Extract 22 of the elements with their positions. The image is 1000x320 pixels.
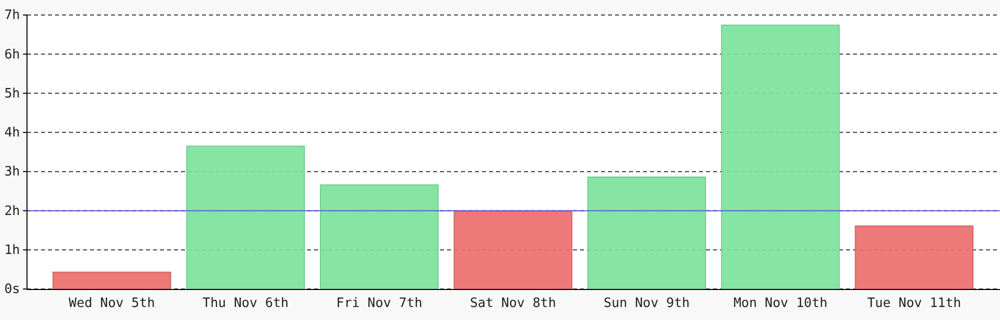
x-tick-label: Tue Nov 11th bbox=[867, 296, 962, 312]
bar bbox=[52, 272, 172, 290]
y-tick-label: 6h bbox=[4, 47, 20, 62]
x-tick-label: Sun Nov 9th bbox=[604, 296, 690, 312]
bar bbox=[587, 176, 706, 290]
x-tick-label: Thu Nov 6th bbox=[202, 296, 289, 312]
y-tick-label: 3h bbox=[4, 164, 20, 180]
bar bbox=[320, 184, 439, 290]
x-tick-label: Mon Nov 10th bbox=[733, 296, 828, 312]
x-tick-label: Wed Nov 5th bbox=[68, 296, 155, 312]
y-tick-label: 7h bbox=[4, 8, 20, 24]
y-tick-label: 4h bbox=[4, 126, 20, 141]
x-tick-label: Fri Nov 7th bbox=[336, 296, 422, 312]
bar bbox=[186, 146, 305, 290]
x-tick-label: Sat Nov 8th bbox=[470, 296, 556, 312]
y-tick-label: 5h bbox=[4, 86, 20, 102]
bar bbox=[854, 225, 974, 290]
y-tick-label: 1h bbox=[4, 243, 20, 258]
bar bbox=[721, 24, 840, 290]
y-tick-label: 2h bbox=[4, 204, 20, 219]
bar bbox=[454, 210, 572, 290]
y-tick-label: 0s bbox=[4, 282, 20, 298]
